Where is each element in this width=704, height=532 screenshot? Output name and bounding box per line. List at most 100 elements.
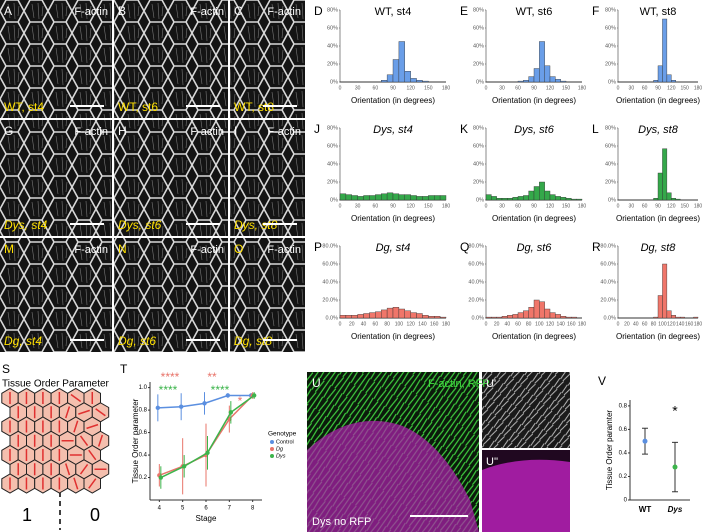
legend-label: Dg xyxy=(276,446,284,452)
bar xyxy=(501,316,508,319)
y-tick-label: 20.0% xyxy=(468,297,484,303)
x-tick-label: 0 xyxy=(617,203,620,209)
bar xyxy=(369,195,376,201)
cell-axis xyxy=(88,478,97,489)
bar xyxy=(528,190,535,201)
bar xyxy=(363,195,370,201)
x-tick-label: 0 xyxy=(339,321,342,327)
x-tick-label: 60 xyxy=(642,203,648,209)
y-tick-label: 40% xyxy=(327,43,338,49)
x-tick-label: 180 xyxy=(578,203,587,209)
caption: Dys, st8 xyxy=(234,218,278,232)
chart-title: Dg, st4 xyxy=(376,242,411,254)
legend-label: Dys xyxy=(276,453,286,459)
bar xyxy=(375,311,382,319)
bar xyxy=(363,313,370,319)
bar xyxy=(653,79,659,83)
x-tick-label: 0 xyxy=(485,85,488,91)
y-tick-label: 0% xyxy=(608,79,616,85)
point xyxy=(181,464,187,469)
point xyxy=(228,410,234,415)
stain-label: F-actin xyxy=(190,244,224,256)
y-tick-label: 60.0% xyxy=(600,261,616,267)
bar xyxy=(533,299,540,319)
x-tick-label: 40 xyxy=(361,321,367,327)
legend-marker xyxy=(270,440,274,444)
x-tick-label: 90 xyxy=(531,85,537,91)
bar xyxy=(666,192,672,201)
bar xyxy=(671,197,676,201)
y-tick-label: 60.0% xyxy=(468,261,484,267)
stain-label: F-actin xyxy=(267,126,301,138)
micrograph xyxy=(0,238,112,352)
cell-axis xyxy=(73,477,79,490)
y-tick-label: 80% xyxy=(605,125,616,131)
x-tick-label: 30 xyxy=(355,85,361,91)
y-tick-label: 40% xyxy=(473,43,484,49)
y-tick-label: 80.0% xyxy=(468,243,484,249)
caption: Dg, st4 xyxy=(4,334,42,348)
bar xyxy=(666,74,672,83)
x-tick-label: Dys xyxy=(668,505,683,514)
x-tick-label: 80 xyxy=(651,321,657,327)
bar xyxy=(560,316,567,319)
x-tick-label: 60 xyxy=(373,321,379,327)
x-tick-label: 100 xyxy=(395,321,404,327)
point xyxy=(642,438,648,444)
bar xyxy=(501,197,508,201)
bar xyxy=(428,316,435,319)
bar xyxy=(410,195,417,201)
y-tick-label: 40.0% xyxy=(468,279,484,285)
x-tick-label: 120 xyxy=(406,321,415,327)
x-tick-label: 0 xyxy=(617,321,620,327)
bar xyxy=(662,263,668,319)
bar xyxy=(416,196,423,201)
bar xyxy=(339,315,347,319)
chart-title: Dys, st6 xyxy=(514,124,555,136)
x-tick-label: 30 xyxy=(629,85,635,91)
rfp-region xyxy=(307,420,479,532)
y-tick-label: 60% xyxy=(605,25,616,31)
x-tick-label: 60 xyxy=(642,321,648,327)
x-tick-label: 100 xyxy=(535,321,544,327)
bar xyxy=(523,310,529,319)
bar xyxy=(544,308,551,319)
cell-axis xyxy=(70,393,82,403)
bar xyxy=(410,78,417,83)
y-tick-label: 20% xyxy=(605,179,616,185)
bar xyxy=(422,80,429,83)
x-tick-label: 120 xyxy=(667,321,676,327)
x-tick-label: 80 xyxy=(526,321,532,327)
x-tick-label: 30 xyxy=(499,85,505,91)
x-tick-label: 60 xyxy=(515,85,521,91)
micrograph xyxy=(114,238,228,352)
bar xyxy=(560,80,567,83)
x-tick-label: 30 xyxy=(499,203,505,209)
cell-axis xyxy=(78,409,90,415)
bar xyxy=(428,195,435,201)
y-tick-label: 0.4 xyxy=(139,453,148,459)
bar xyxy=(675,316,681,319)
x-axis-label: Stage xyxy=(196,514,217,523)
x-tick-label: 180 xyxy=(578,321,587,327)
y-axis-label: Tissue Order paramter xyxy=(605,410,614,491)
bar xyxy=(662,18,668,83)
x-tick-label: 90 xyxy=(655,85,661,91)
x-tick-label: 150 xyxy=(680,203,689,209)
cell-axis xyxy=(65,463,71,476)
cell-axis xyxy=(65,406,71,419)
x-tick-label: 90 xyxy=(390,203,396,209)
micrograph xyxy=(230,238,305,352)
panel-letter: V xyxy=(598,374,606,388)
cell-axis xyxy=(88,449,97,461)
legend-marker xyxy=(270,454,274,458)
y-tick-label: 60% xyxy=(473,25,484,31)
bar xyxy=(439,316,447,319)
y-tick-label: 80% xyxy=(327,125,338,131)
caption: Dg, st6 xyxy=(118,334,156,348)
y-tick-label: 80% xyxy=(605,7,616,13)
bar xyxy=(560,197,567,201)
y-tick-label: 0.0% xyxy=(603,315,616,321)
bar xyxy=(416,79,423,83)
panel-letter: B xyxy=(118,4,126,18)
